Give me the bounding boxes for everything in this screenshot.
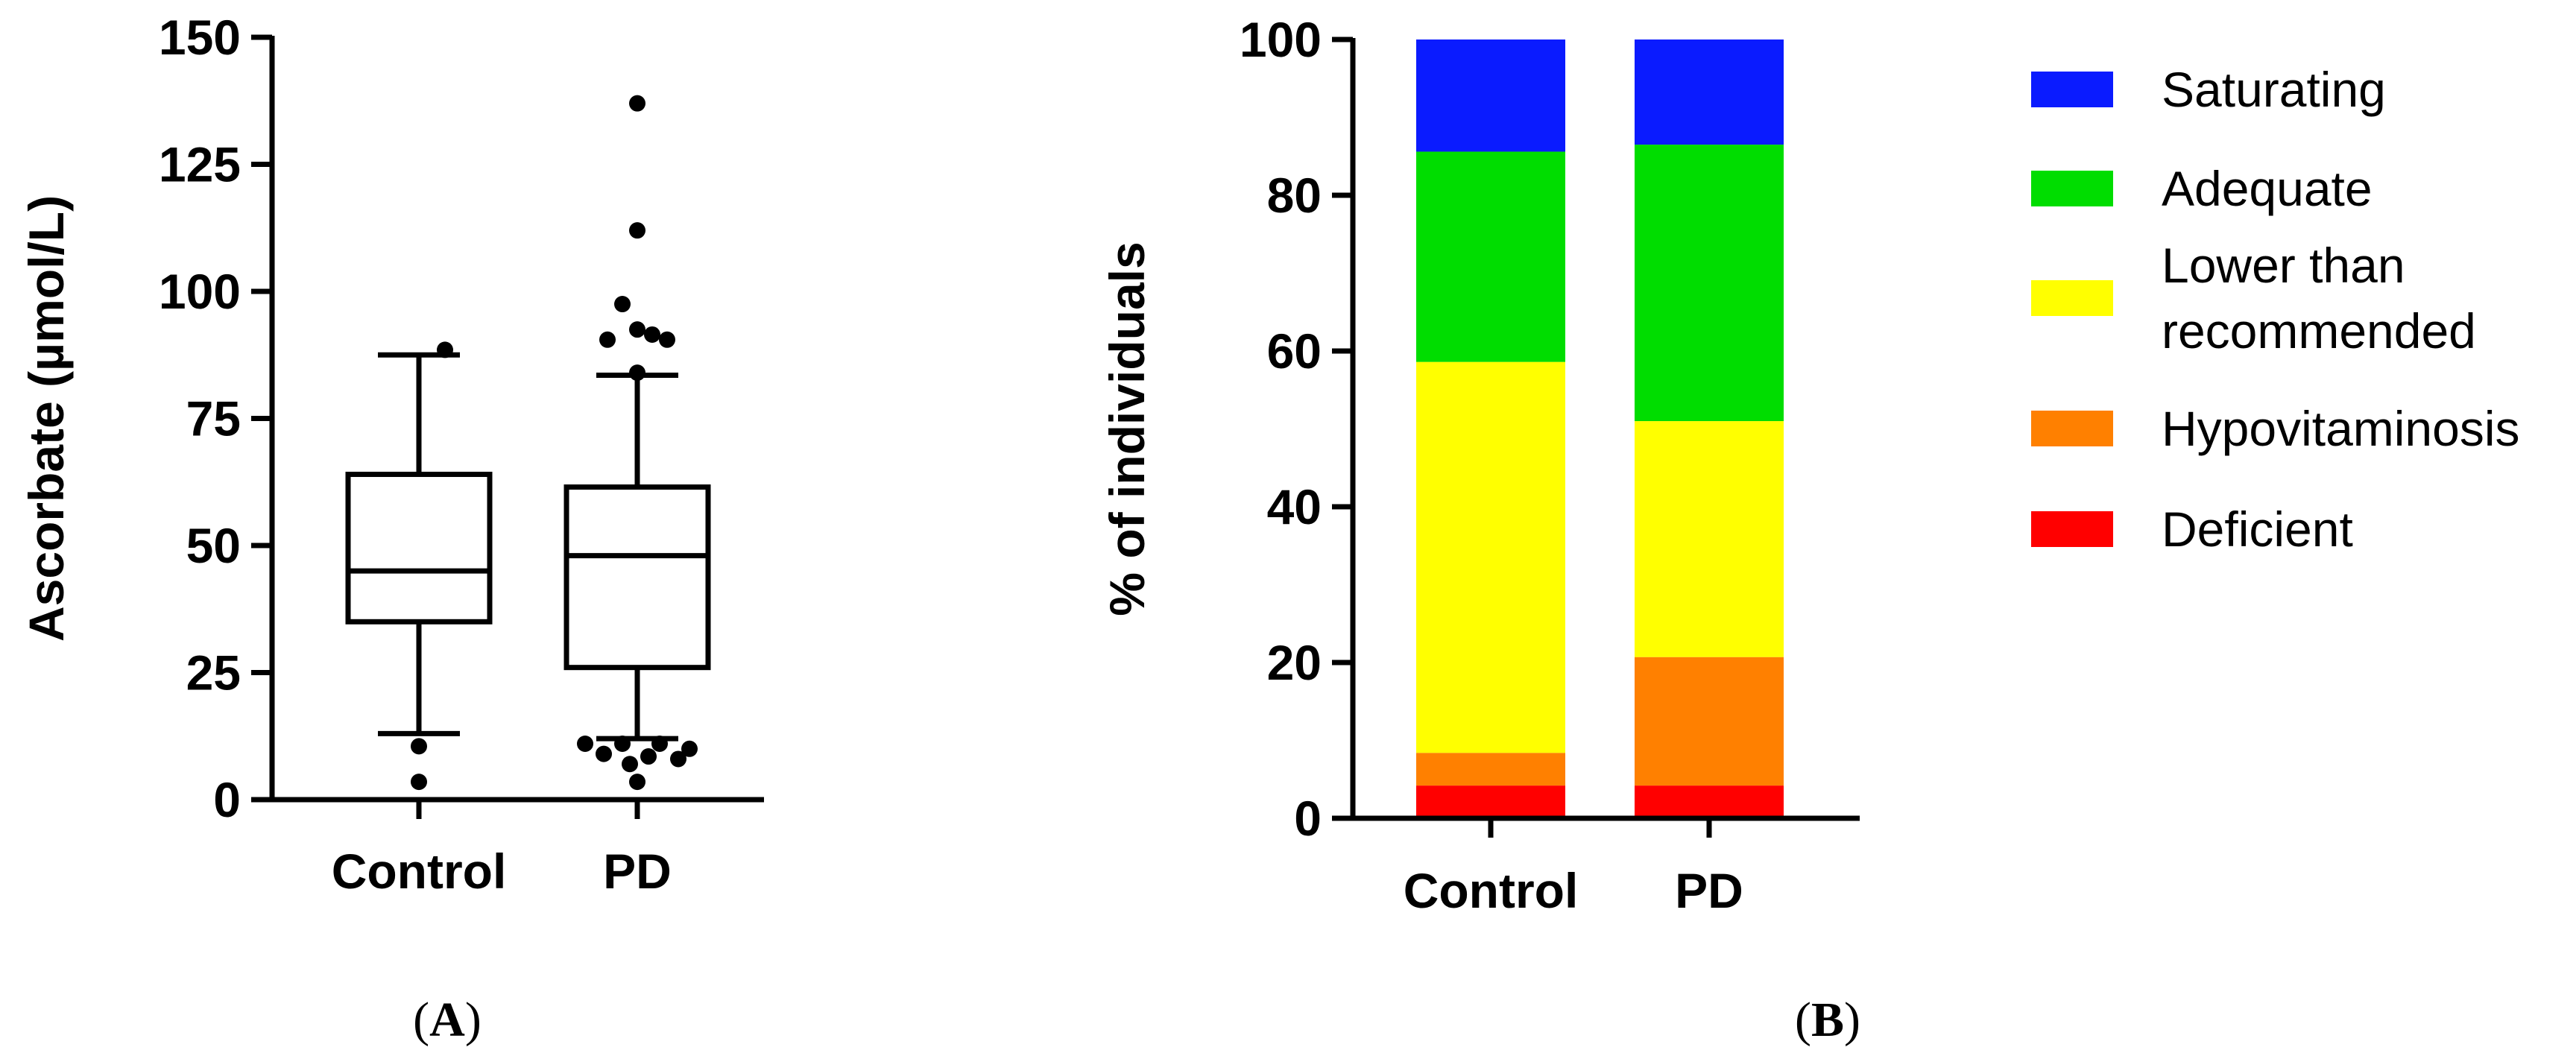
outlier-point: [629, 222, 645, 239]
y-tick-label: 100: [159, 264, 241, 319]
box-iqr: [345, 472, 493, 625]
outlier-point: [644, 326, 660, 343]
y-tick-label: 0: [1294, 791, 1322, 846]
outlier-point: [659, 331, 675, 348]
outlier-point: [614, 296, 631, 313]
bar-segment: [1416, 361, 1565, 753]
panel-a-box-plot: 0 25 50 75 100 125 150 Control PD Ascorbate (µmol…: [19, 10, 764, 899]
legend-swatch: [2031, 171, 2113, 206]
outlier-point: [651, 735, 668, 752]
y-axis-title: Ascorbate (µmol/L): [19, 195, 74, 642]
bar-segment: [1635, 39, 1784, 145]
y-tick-label: 125: [159, 137, 241, 192]
legend-swatch: [2031, 72, 2113, 107]
bar-segment: [1416, 785, 1565, 818]
outlier-point: [622, 756, 638, 773]
outlier-point: [437, 341, 453, 358]
bar-segment: [1416, 151, 1565, 362]
legend-label: Lower than: [2162, 238, 2405, 293]
box-iqr: [564, 484, 711, 671]
legend-swatch: [2031, 411, 2113, 446]
bar-segment: [1635, 145, 1784, 422]
y-tick-label: 60: [1267, 323, 1322, 379]
panel-b-legend: Saturating Adequate Lower than recommended H…: [2031, 62, 2520, 557]
outlier-point: [640, 748, 657, 765]
legend-label: recommended: [2162, 303, 2476, 358]
bar-segment: [1416, 753, 1565, 786]
x-tick-label: Control: [1404, 863, 1579, 918]
x-tick-label: PD: [603, 844, 672, 899]
outlier-point: [411, 774, 427, 791]
legend-label: Saturating: [2162, 62, 2386, 117]
bar-segment: [1635, 785, 1784, 818]
y-tick-label: 150: [159, 10, 241, 65]
outlier-point: [670, 750, 686, 768]
legend-label: Adequate: [2162, 161, 2373, 216]
bar-segment: [1635, 421, 1784, 657]
y-tick-label: 0: [213, 772, 241, 827]
panel-label-a: (A): [413, 993, 482, 1047]
outlier-point: [577, 735, 593, 752]
outlier-point: [599, 331, 616, 348]
outlier-point: [681, 740, 698, 757]
x-tick-label: PD: [1675, 863, 1743, 918]
y-tick-label: 20: [1267, 635, 1322, 690]
panel-label-b: (B): [1795, 993, 1860, 1047]
x-tick-label: Control: [332, 844, 507, 899]
outlier-point: [629, 95, 645, 112]
y-tick-label: 40: [1267, 479, 1322, 534]
bar-segment: [1416, 39, 1565, 152]
y-axis-title: % of individuals: [1099, 241, 1155, 616]
y-tick-label: 75: [186, 391, 241, 446]
outlier-point: [629, 364, 645, 382]
outlier-point: [629, 774, 645, 791]
legend-label: Deficient: [2162, 502, 2353, 557]
legend-swatch: [2031, 511, 2113, 547]
panel-b-stacked-bar: 0 20 40 60 80 100 Control PD % of individuals: [1099, 12, 1860, 918]
y-tick-label: 50: [186, 518, 241, 573]
legend-label: Hypovitaminosis: [2162, 401, 2520, 456]
y-tick-label: 100: [1240, 12, 1322, 67]
outlier-point: [629, 321, 645, 338]
legend-swatch: [2031, 280, 2113, 316]
bar-segment: [1635, 657, 1784, 786]
y-tick-label: 25: [186, 645, 241, 701]
outlier-point: [596, 745, 612, 762]
outlier-point: [411, 738, 427, 755]
outlier-point: [614, 735, 631, 752]
y-tick-label: 80: [1267, 168, 1322, 223]
